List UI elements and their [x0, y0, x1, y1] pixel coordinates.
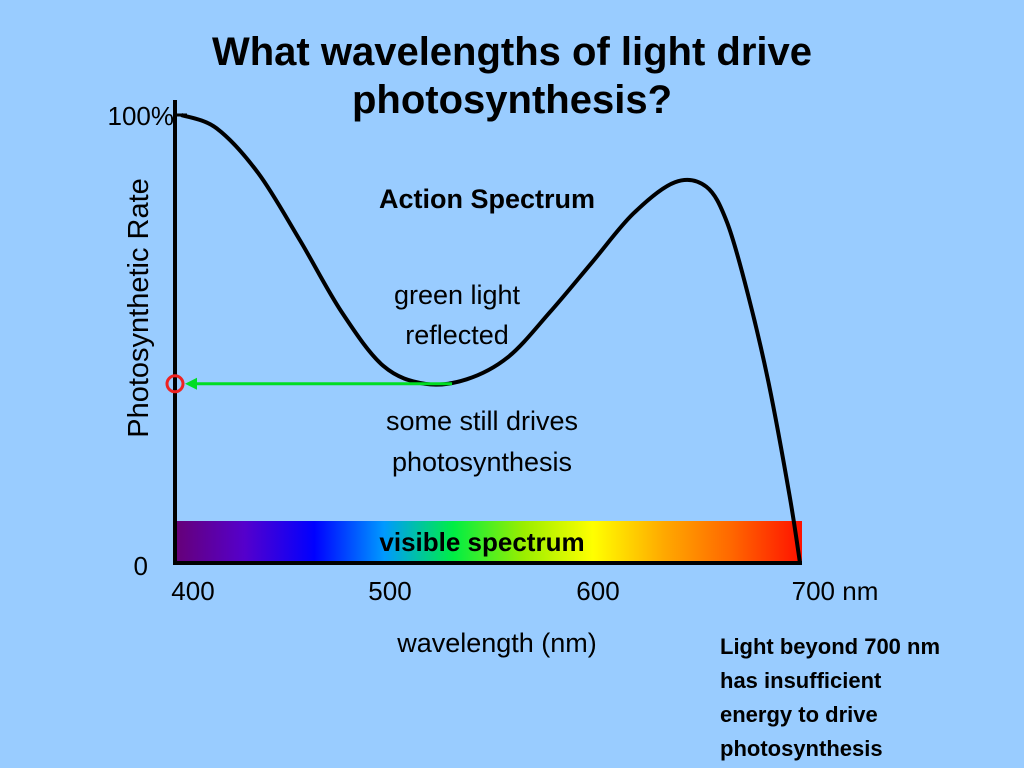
annotation-green-light-line-1: green light — [394, 280, 521, 310]
note-line-4: photosynthesis — [720, 736, 883, 761]
x-tick-label: 700 nm — [792, 576, 879, 606]
visible-spectrum-band — [175, 521, 802, 563]
x-tick-label: 500 — [368, 576, 411, 606]
x-tick-label: 400 — [171, 576, 214, 606]
annotation-green-light-line-2: reflected — [405, 320, 509, 350]
annotation-still-drives-line-2: photosynthesis — [392, 447, 572, 477]
annotation-still-drives-line-1: some still drives — [386, 406, 578, 436]
slide-title: What wavelengths of light drive photosyn… — [0, 28, 1024, 124]
y-tick-label: 100% — [108, 101, 175, 131]
x-tick-label: 600 — [576, 576, 619, 606]
note-line-1: Light beyond 700 nm — [720, 634, 941, 659]
action-spectrum-line — [180, 113, 802, 564]
title-line-1: What wavelengths of light drive — [211, 30, 813, 74]
note-line-2: has insufficient — [720, 668, 882, 693]
title-line-2: photosynthesis? — [351, 78, 673, 122]
x-axis-label: wavelength (nm) — [396, 628, 597, 658]
y-axis-label: Photosynthetic Rate — [123, 178, 155, 438]
green-arrow-head — [185, 377, 197, 390]
note-text: Light beyond 700 nm has insufficient ene… — [720, 630, 1020, 766]
series-label: Action Spectrum — [379, 184, 595, 214]
y-tick-label: 0 — [134, 551, 148, 581]
axis-marker-circle — [165, 374, 185, 394]
spectrum-band-label: visible spectrum — [379, 527, 584, 557]
note-line-3: energy to drive — [720, 702, 878, 727]
